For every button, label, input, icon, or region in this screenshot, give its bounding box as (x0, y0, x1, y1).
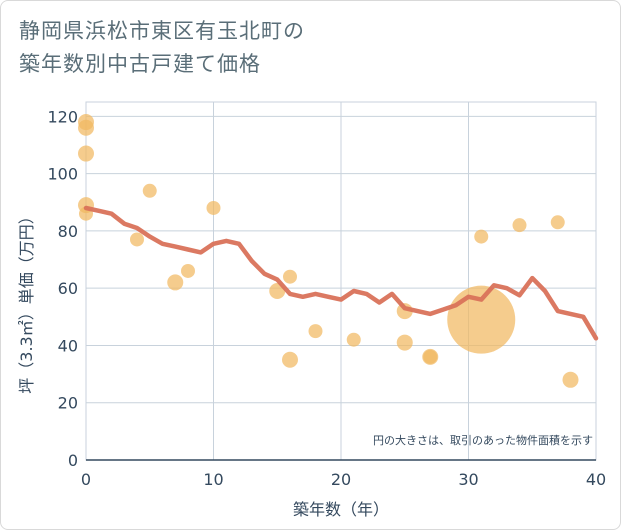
bubble-point (423, 349, 438, 364)
x-tick-label: 0 (81, 470, 91, 489)
bubble-point (346, 332, 361, 347)
bubble-point (283, 269, 297, 284)
chart-title-line-2: 築年数別中古戸建て価格 (19, 52, 261, 76)
y-axis-label: 坪（3.3㎡）単価（万円） (17, 208, 36, 393)
bubble-point (282, 351, 298, 368)
chart-title: 静岡県浜松市東区有玉北町の 築年数別中古戸建て価格 (19, 15, 305, 81)
bubble-point (396, 334, 413, 351)
x-tick-label: 20 (331, 470, 351, 489)
bubble-point (474, 229, 489, 244)
x-tick-label: 40 (586, 470, 606, 489)
y-tick-label: 20 (58, 394, 78, 413)
bubble-series (78, 114, 579, 388)
bubble-point (78, 119, 94, 136)
bubble-point (142, 183, 157, 198)
bubble-point (130, 232, 144, 247)
bubble-point (512, 218, 527, 233)
y-tick-label: 80 (58, 222, 78, 241)
y-tick-label: 40 (58, 336, 78, 355)
bubble-point (562, 371, 579, 388)
average-price-line (83, 205, 599, 341)
y-tick-label: 60 (58, 279, 78, 298)
x-axis-ticks: 0 10 20 30 40 (81, 470, 606, 489)
x-tick-label: 30 (458, 470, 478, 489)
bubble-point (78, 145, 94, 162)
bubble-point (181, 263, 195, 278)
y-axis-ticks: 0 20 40 60 80 100 120 (47, 107, 78, 470)
bubble-point (206, 200, 221, 215)
y-tick-label: 0 (68, 451, 78, 470)
y-tick-label: 120 (47, 107, 78, 126)
bubble-size-note: 円の大きさは、取引のあった物件面積を示す (373, 433, 593, 447)
grid-lines (85, 101, 597, 461)
y-tick-label: 100 (47, 165, 78, 184)
bubble-point (447, 285, 516, 354)
bubble-point (167, 274, 184, 291)
bubble-point (550, 215, 565, 230)
x-axis-label: 築年数（年） (293, 500, 389, 519)
average-line-series (83, 205, 599, 341)
bubble-point (308, 324, 323, 339)
chart-title-line-1: 静岡県浜松市東区有玉北町の (19, 19, 305, 43)
x-tick-label: 10 (203, 470, 223, 489)
